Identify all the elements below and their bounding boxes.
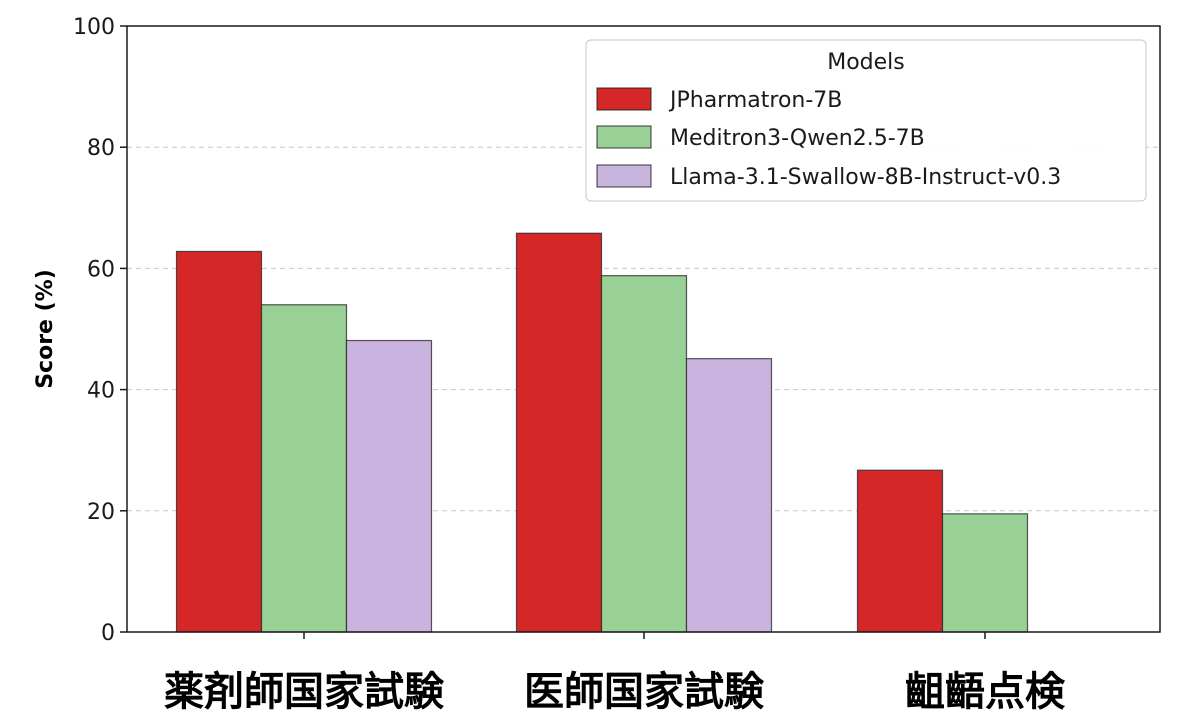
- bar-jpharmatron-7b-2: [515, 232, 603, 633]
- legend-swatch-llama-3-1-swallow-8b-instruct-v0-3: [596, 164, 652, 188]
- legend-title: Models: [827, 50, 905, 75]
- bar-llama-3-1-swallow-8b-instruct-v0-3-1: [345, 339, 433, 633]
- y-tick-label: 20: [87, 500, 115, 525]
- x-category-label: 医師国家試験: [524, 669, 765, 715]
- bar-meditron3-qwen2-5-7b-2: [600, 275, 688, 633]
- y-axis-label: Score (%): [33, 269, 58, 389]
- y-tick-label: 80: [87, 136, 115, 161]
- x-axis-ticks: 薬剤師国家試験 医師国家試験 齟齬点検: [164, 632, 1066, 715]
- x-category-label: 齟齬点検: [905, 669, 1066, 715]
- legend-swatch-meditron3-qwen2-5-7b: [596, 125, 652, 149]
- legend-box: [585, 39, 1147, 202]
- y-tick-label: 40: [87, 379, 115, 404]
- legend-swatch-jpharmatron-7b: [596, 87, 652, 111]
- x-category-label: 薬剤師国家試験: [164, 669, 445, 715]
- bars: [175, 232, 1029, 633]
- bar-jpharmatron-7b-1: [175, 250, 263, 633]
- legend-label-jpharmatron-7b: JPharmatron-7B: [668, 88, 842, 113]
- legend-label-meditron3-qwen2-5-7b: Meditron3-Qwen2.5-7B: [670, 126, 925, 151]
- bar-llama-3-1-swallow-8b-instruct-v0-3-2: [685, 358, 773, 633]
- bar-jpharmatron-7b-3: [856, 469, 944, 633]
- legend-label-llama-3-1-swallow-8b-instruct-v0-3: Llama-3.1-Swallow-8B-Instruct-v0.3: [670, 165, 1061, 190]
- legend: Models JPharmatron-7B Meditron3-Qwen2.5-7…: [585, 39, 1147, 202]
- bar-meditron3-qwen2-5-7b-1: [260, 304, 348, 633]
- y-tick-label: 60: [87, 257, 115, 282]
- y-tick-label: 0: [101, 621, 115, 646]
- y-axis-ticks: 0 20 40 60 80 100: [73, 15, 127, 646]
- y-tick-label: 100: [73, 15, 115, 40]
- bar-meditron3-qwen2-5-7b-3: [941, 513, 1029, 633]
